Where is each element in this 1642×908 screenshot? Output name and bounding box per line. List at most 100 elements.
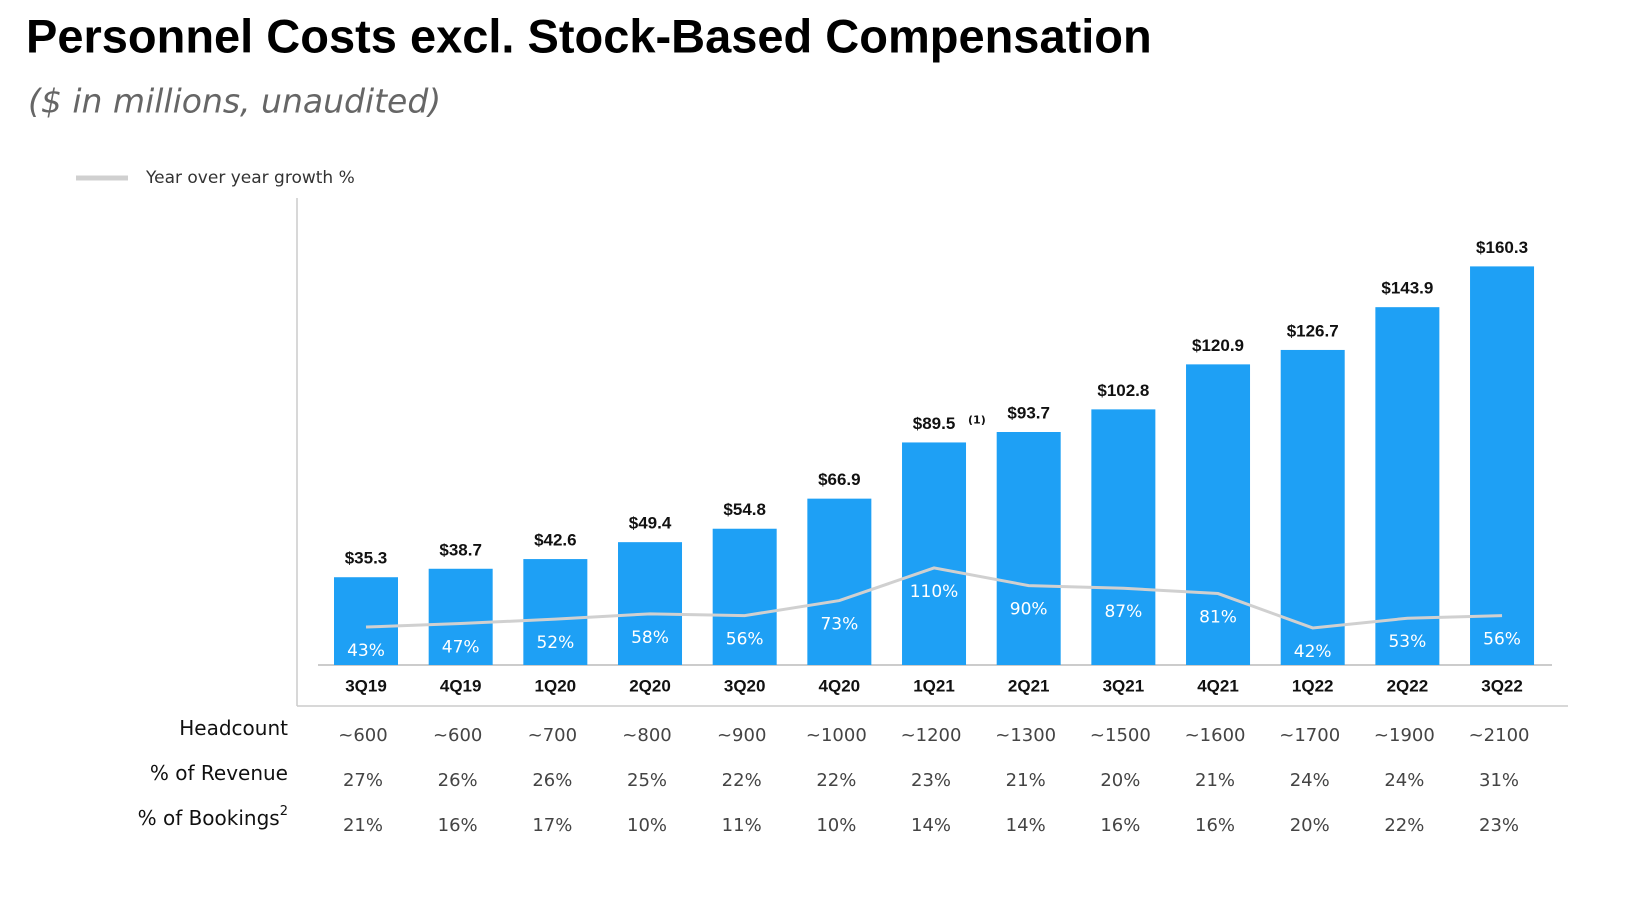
table-cell: 14% — [911, 815, 951, 836]
table-cell: ~600 — [338, 725, 387, 746]
x-tick-label: 3Q21 — [1103, 676, 1145, 695]
table-cell: 17% — [532, 815, 572, 836]
row-label-text: % of Revenue — [150, 761, 288, 785]
x-tick-label: 3Q22 — [1481, 676, 1523, 695]
table-cell: 31% — [1479, 770, 1519, 791]
footnote-marker: (1) — [968, 413, 986, 426]
x-tick-label: 3Q20 — [724, 676, 766, 695]
bar — [618, 542, 683, 665]
value-label: $49.4 — [629, 514, 672, 533]
bar — [996, 432, 1061, 665]
growth-label: 110% — [910, 582, 959, 602]
value-label: $143.9 — [1381, 279, 1433, 298]
table-cell: 25% — [627, 770, 667, 791]
table-cell: 10% — [627, 815, 667, 836]
x-tick-label: 1Q22 — [1292, 676, 1334, 695]
growth-label: 90% — [1010, 600, 1048, 620]
bar — [428, 568, 493, 665]
growth-label: 56% — [726, 630, 764, 650]
growth-label: 87% — [1104, 602, 1142, 622]
bar — [1186, 364, 1251, 665]
value-label: $89.5 — [913, 414, 956, 433]
value-label: $42.6 — [534, 531, 577, 550]
table-cell: 24% — [1290, 770, 1330, 791]
value-label: $160.3 — [1476, 238, 1528, 257]
row-label-superscript: 2 — [280, 804, 288, 819]
legend-label: Year over year growth % — [145, 168, 355, 188]
bar — [1470, 266, 1535, 665]
table-cell: ~1700 — [1279, 725, 1340, 746]
bar — [1091, 409, 1156, 665]
growth-label: 43% — [347, 641, 385, 661]
table-cell: ~1900 — [1374, 725, 1435, 746]
row-label: Headcount — [179, 716, 288, 740]
row-label-text: % of Bookings — [138, 806, 280, 830]
x-tick-label: 1Q20 — [535, 676, 577, 695]
table-cell: ~1500 — [1090, 725, 1151, 746]
table-cell: 16% — [1195, 815, 1235, 836]
value-label: $126.7 — [1287, 321, 1339, 340]
table-cell: 16% — [1100, 815, 1140, 836]
table-cell: 20% — [1100, 770, 1140, 791]
table-cell: ~1200 — [901, 725, 962, 746]
row-label-text: Headcount — [179, 716, 288, 740]
value-label: $66.9 — [818, 470, 861, 489]
growth-label: 58% — [631, 628, 669, 648]
table-cell: 11% — [722, 815, 762, 836]
table-cell: 22% — [1384, 815, 1424, 836]
bar — [902, 442, 967, 665]
table-cell: ~600 — [433, 725, 482, 746]
x-tick-label: 4Q19 — [440, 676, 482, 695]
row-label: % of Bookings2 — [138, 804, 288, 830]
table-cell: ~700 — [528, 725, 577, 746]
bar — [1375, 307, 1440, 665]
row-label: % of Revenue — [150, 761, 288, 785]
table-cell: 21% — [343, 815, 383, 836]
table-cell: 22% — [722, 770, 762, 791]
table-cell: 26% — [438, 770, 478, 791]
table-cell: ~1300 — [995, 725, 1056, 746]
growth-label: 47% — [442, 638, 480, 658]
x-tick-label: 3Q19 — [345, 676, 387, 695]
x-tick-label: 2Q20 — [629, 676, 671, 695]
x-tick-label: 2Q22 — [1387, 676, 1429, 695]
bar — [1280, 349, 1345, 665]
bar — [807, 498, 872, 665]
value-label: $38.7 — [439, 540, 482, 559]
growth-label: 42% — [1294, 642, 1332, 662]
x-tick-label: 4Q20 — [819, 676, 861, 695]
bar — [712, 528, 777, 665]
table-cell: 20% — [1290, 815, 1330, 836]
growth-label: 56% — [1483, 630, 1521, 650]
bar — [334, 577, 398, 665]
bar — [523, 559, 588, 665]
table-cell: 14% — [1006, 815, 1046, 836]
table-cell: 22% — [816, 770, 856, 791]
chart-title: Personnel Costs excl. Stock-Based Compen… — [26, 9, 1152, 62]
table-cell: 26% — [532, 770, 572, 791]
growth-label: 73% — [820, 615, 858, 635]
table-cell: ~1000 — [806, 725, 867, 746]
table-cell: 24% — [1384, 770, 1424, 791]
growth-label: 53% — [1388, 632, 1426, 652]
table-cell: 23% — [911, 770, 951, 791]
growth-label: 81% — [1199, 608, 1237, 628]
x-tick-label: 2Q21 — [1008, 676, 1050, 695]
x-tick-label: 1Q21 — [913, 676, 955, 695]
table-cell: ~900 — [717, 725, 766, 746]
table-cell: 27% — [343, 770, 383, 791]
table-cell: 21% — [1006, 770, 1046, 791]
value-label: $102.8 — [1097, 381, 1149, 400]
table-cell: ~1600 — [1185, 725, 1246, 746]
table-cell: 16% — [438, 815, 478, 836]
table-cell: ~2100 — [1469, 725, 1530, 746]
growth-line — [365, 566, 1503, 630]
chart-subtitle: ($ in millions, unaudited) — [28, 82, 441, 121]
value-label: $120.9 — [1192, 336, 1244, 355]
value-label: $93.7 — [1007, 403, 1050, 422]
value-label: $35.3 — [345, 549, 388, 568]
value-label: $54.8 — [723, 500, 766, 519]
table-cell: 10% — [816, 815, 856, 836]
x-tick-label: 4Q21 — [1197, 676, 1239, 695]
